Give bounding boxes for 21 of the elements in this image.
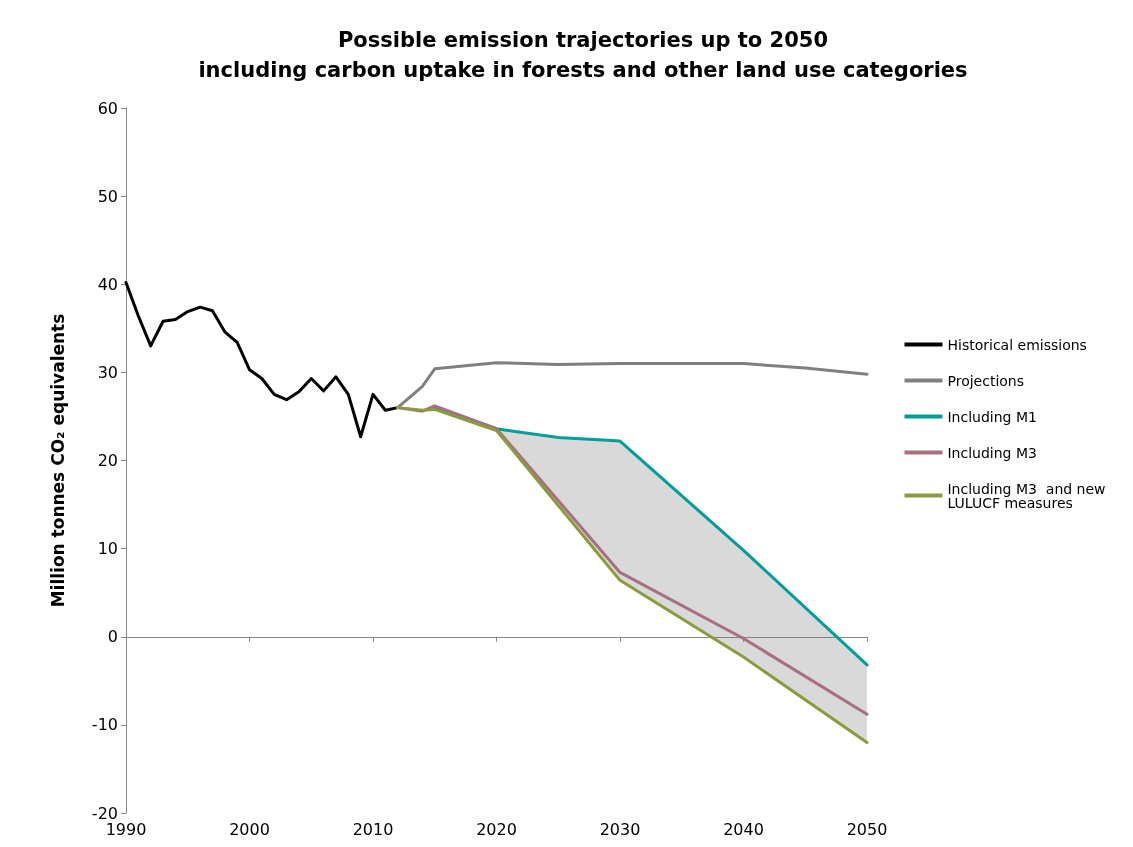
legend-label: Including M1 (947, 408, 1037, 425)
legend-label: Projections (947, 372, 1025, 389)
x-tick-label: 2020 (476, 819, 517, 839)
y-tick-label: 20 (97, 451, 118, 470)
y-tick-label: 10 (97, 539, 118, 559)
y-tick-label: 0 (107, 627, 118, 647)
x-tick-label: 2050 (846, 819, 888, 839)
y-tick-label: 60 (97, 98, 118, 118)
y-tick-label: -10 (91, 715, 118, 735)
y-tick-label: 30 (97, 362, 118, 382)
legend-label: Historical emissions (947, 336, 1087, 353)
chart-title: Possible emission trajectories up to 2050 including carbon uptake in forests and other land use categories (198, 28, 968, 82)
x-tick-label: 2040 (723, 819, 764, 839)
legend-label: Including M3 and new LULUCF measures (947, 480, 1110, 511)
x-tick-label: 2000 (229, 819, 270, 839)
y-tick-label: 40 (97, 274, 118, 294)
x-tick-label: 2030 (599, 819, 641, 839)
y-tick-label: 50 (97, 186, 118, 206)
legend-label: Including M3 (947, 444, 1037, 461)
x-tick-label: 2010 (352, 819, 394, 839)
y-axis-title: Million tonnes CO₂ equivalents (47, 313, 68, 608)
